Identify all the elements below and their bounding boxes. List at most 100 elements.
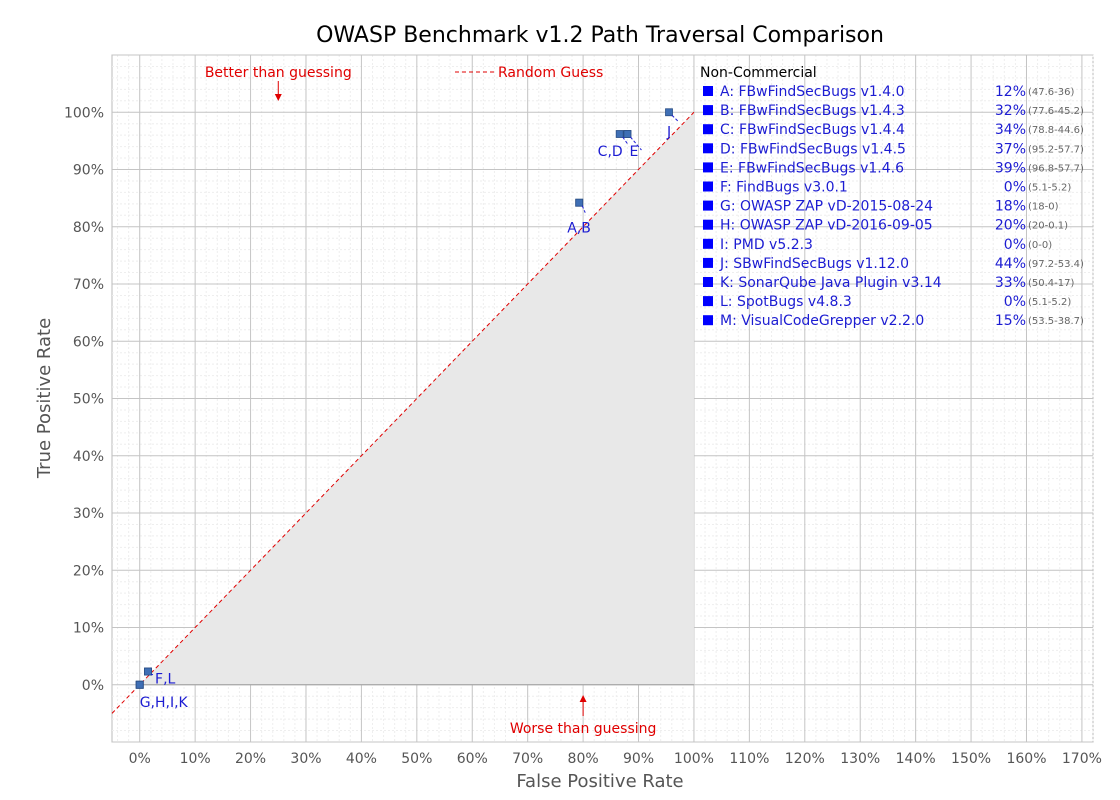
legend-entry-score: 33% xyxy=(995,275,1026,291)
data-point-E xyxy=(623,130,632,138)
legend-entry-score: 20% xyxy=(995,218,1026,234)
legend-entry-name: M: VisualCodeGrepper v2.2.0 xyxy=(720,313,924,329)
legend-marker xyxy=(703,277,713,287)
data-point-M xyxy=(144,667,152,676)
legend-entry-score: 0% xyxy=(1004,180,1026,196)
point-group-label: F,L xyxy=(155,672,176,688)
point-label-leader xyxy=(581,205,586,213)
legend: Non-Commercial A: FBwFindSecBugs v1.4.0 12… xyxy=(700,65,1084,329)
better-arrow-head xyxy=(274,94,282,101)
data-point-C xyxy=(615,130,624,138)
legend-entry-range: (20-0.1) xyxy=(1028,221,1068,232)
legend-entry-name: B: FBwFindSecBugs v1.4.3 xyxy=(720,103,905,119)
x-tick-label: 130% xyxy=(840,751,880,767)
x-tick-label: 140% xyxy=(896,751,936,767)
legend-entry-range: (5.1-5.2) xyxy=(1028,183,1071,194)
x-tick-label: 120% xyxy=(785,751,825,767)
legend-entry-range: (95.2-57.7) xyxy=(1028,144,1084,155)
y-tick-label: 60% xyxy=(73,334,104,350)
x-tick-label: 10% xyxy=(180,751,211,767)
x-tick-label: 70% xyxy=(512,751,543,767)
legend-heading: Non-Commercial xyxy=(700,65,817,81)
legend-entry-range: (53.5-38.7) xyxy=(1028,316,1084,327)
x-tick-label: 50% xyxy=(401,751,432,767)
legend-entry-range: (78.8-44.6) xyxy=(1028,125,1084,136)
legend-entry-range: (18-0) xyxy=(1028,202,1059,213)
legend-marker xyxy=(703,86,713,96)
legend-marker xyxy=(703,124,713,135)
legend-entry-range: (96.8-57.7) xyxy=(1028,163,1084,174)
x-tick-label: 150% xyxy=(951,751,991,767)
legend-entry-range: (97.2-53.4) xyxy=(1028,259,1084,270)
legend-marker xyxy=(703,296,713,307)
legend-entry-range: (50.4-17) xyxy=(1028,278,1075,289)
legend-entry-score: 0% xyxy=(1004,294,1026,310)
x-tick-label: 160% xyxy=(1006,751,1046,767)
x-tick-label: 100% xyxy=(674,751,714,767)
random-guess-key-label: Random Guess xyxy=(498,65,603,81)
x-tick-label: 80% xyxy=(568,751,599,767)
y-tick-label: 80% xyxy=(73,220,104,236)
legend-entry-range: (77.6-45.2) xyxy=(1028,106,1084,117)
legend-entry-score: 32% xyxy=(995,103,1026,119)
x-tick-label: 170% xyxy=(1062,751,1102,767)
y-tick-label: 100% xyxy=(64,105,104,121)
legend-entry-range: (47.6-36) xyxy=(1028,87,1075,98)
legend-marker xyxy=(703,257,713,268)
legend-entry-score: 44% xyxy=(995,256,1026,272)
legend-entry-score: 39% xyxy=(995,160,1026,176)
x-tick-label: 60% xyxy=(457,751,488,767)
worse-than-guessing-label: Worse than guessing xyxy=(510,721,657,737)
legend-entry-name: L: SpotBugs v4.8.3 xyxy=(720,294,852,310)
legend-entry-name: G: OWASP ZAP vD-2015-08-24 xyxy=(720,199,933,215)
legend-marker xyxy=(703,105,713,116)
data-point-J xyxy=(665,108,673,117)
x-tick-label: 90% xyxy=(623,751,654,767)
legend-entry-score: 15% xyxy=(995,313,1026,329)
x-tick-label: 30% xyxy=(290,751,321,767)
legend-entry-score: 37% xyxy=(995,141,1026,157)
point-label-leader xyxy=(671,114,680,123)
legend-entry-score: 12% xyxy=(995,84,1026,100)
x-tick-label: 20% xyxy=(235,751,266,767)
point-label-leader xyxy=(630,136,642,151)
data-point-K xyxy=(135,680,144,689)
legend-entry-score: 34% xyxy=(995,122,1026,138)
y-tick-label: 70% xyxy=(73,277,104,293)
y-axis-title: True Positive Rate xyxy=(34,318,55,479)
y-tick-label: 30% xyxy=(73,506,104,522)
x-tick-label: 40% xyxy=(346,751,377,767)
x-axis-title: False Positive Rate xyxy=(516,771,683,792)
legend-marker xyxy=(703,238,713,249)
legend-entry-name: K: SonarQube Java Plugin v3.14 xyxy=(720,275,942,291)
x-tick-label: 0% xyxy=(129,751,151,767)
legend-marker xyxy=(703,315,713,326)
legend-entry-score: 0% xyxy=(1004,237,1026,253)
legend-entry-score: 18% xyxy=(995,199,1026,215)
legend-entry-name: E: FBwFindSecBugs v1.4.6 xyxy=(720,160,904,176)
y-tick-label: 40% xyxy=(73,449,104,465)
legend-entry-range: (5.1-5.2) xyxy=(1028,297,1071,308)
legend-entry-range: (0-0) xyxy=(1028,240,1052,251)
chart-title: OWASP Benchmark v1.2 Path Traversal Comp… xyxy=(316,23,884,48)
legend-entry-name: J: SBwFindSecBugs v1.12.0 xyxy=(719,256,909,272)
legend-marker xyxy=(703,162,713,173)
point-group-label: C,D xyxy=(598,144,623,160)
y-tick-label: 20% xyxy=(73,563,104,579)
point-label-leader xyxy=(622,136,629,145)
legend-entry-name: I: PMD v5.2.3 xyxy=(720,237,813,253)
y-tick-label: 90% xyxy=(73,163,104,179)
legend-entry-name: D: FBwFindSecBugs v1.4.5 xyxy=(720,141,906,157)
point-group-label: G,H,I,K xyxy=(140,695,189,711)
legend-marker xyxy=(703,143,713,154)
y-tick-label: 50% xyxy=(73,392,104,408)
legend-entry-name: A: FBwFindSecBugs v1.4.0 xyxy=(720,84,905,100)
legend-marker xyxy=(703,219,713,230)
legend-marker xyxy=(703,200,713,211)
legend-entry-name: C: FBwFindSecBugs v1.4.4 xyxy=(720,122,905,138)
y-tick-label: 10% xyxy=(73,621,104,637)
legend-entry-name: F: FindBugs v3.0.1 xyxy=(720,180,848,196)
plot-area: 0% 10% 20% 30% 40% 50% 60% 70% 80% 90% 100% 110% 120… xyxy=(64,54,1102,767)
point-group-label: J xyxy=(666,124,671,140)
point-group-label: E xyxy=(629,144,638,160)
